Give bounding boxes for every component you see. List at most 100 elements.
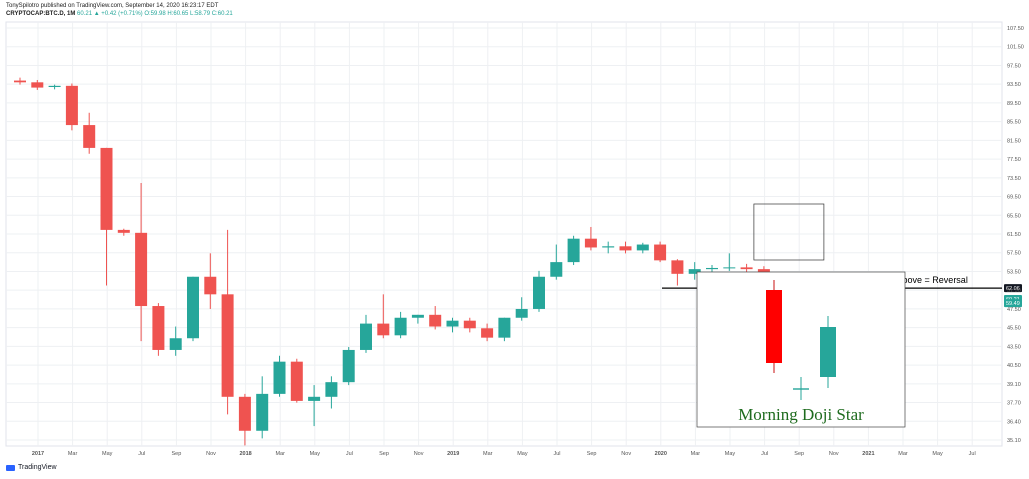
candle[interactable] [308, 385, 321, 427]
candle-body [394, 317, 407, 336]
x-tick-label: May [310, 451, 321, 457]
candle[interactable] [429, 306, 442, 330]
y-tick-label: 107.50 [1007, 26, 1024, 32]
price-label: 59.49 [1004, 299, 1022, 308]
candle-body [481, 328, 494, 338]
candle[interactable] [446, 317, 459, 333]
candle-body [152, 306, 165, 350]
candle[interactable] [342, 347, 355, 386]
candle[interactable] [671, 259, 684, 286]
candle[interactable] [14, 77, 26, 85]
price-label: 62.06 [1004, 284, 1022, 293]
candle-body [688, 269, 701, 274]
candles [14, 77, 805, 446]
x-tick-label: 2018 [239, 451, 251, 457]
candle[interactable] [65, 83, 78, 131]
svg-text:62.06: 62.06 [1006, 286, 1020, 292]
candle-body [567, 238, 580, 263]
candle-body [65, 85, 78, 126]
candle[interactable] [152, 303, 165, 356]
candle[interactable] [256, 376, 269, 439]
x-tick-label: 2017 [32, 451, 44, 457]
candle[interactable] [411, 314, 424, 324]
candle[interactable] [688, 262, 701, 280]
x-tick-label: Sep [587, 451, 597, 457]
candle[interactable] [533, 270, 545, 312]
y-tick-label: 37.70 [1007, 401, 1021, 407]
y-tick-label: 36.40 [1007, 419, 1021, 425]
x-tick-label: Nov [829, 451, 839, 457]
y-tick-label: 39.10 [1007, 382, 1021, 388]
candle[interactable] [481, 323, 494, 342]
candle[interactable] [584, 226, 597, 251]
x-tick-label: Mar [68, 451, 78, 457]
candle[interactable] [394, 311, 407, 339]
y-tick-label: 81.50 [1007, 138, 1021, 144]
candle[interactable] [636, 242, 649, 254]
candle-body [117, 229, 130, 233]
candle-body [360, 323, 372, 350]
tradingview-brand[interactable]: TradingView [6, 464, 57, 471]
candle[interactable] [135, 183, 148, 342]
candle-body [83, 125, 96, 148]
y-tick-label: 97.50 [1007, 63, 1021, 69]
candle[interactable] [602, 241, 615, 254]
x-tick-label: Mar [691, 451, 701, 457]
candle-body [515, 308, 528, 318]
candle[interactable] [31, 79, 44, 90]
candle[interactable] [238, 393, 251, 446]
candle[interactable] [567, 235, 580, 266]
candle-body [14, 80, 26, 83]
highlight-box [753, 203, 825, 261]
candle[interactable] [740, 263, 753, 273]
x-tick-label: Nov [414, 451, 424, 457]
candle-body [411, 314, 424, 318]
candle[interactable] [360, 314, 372, 353]
candle-body [256, 393, 269, 431]
candle[interactable] [100, 147, 113, 286]
publisher-line: TonySpilotro published on TradingView.co… [6, 3, 219, 9]
x-tick-label: May [517, 451, 528, 457]
candle-body [602, 246, 615, 248]
candle-body [221, 294, 234, 397]
candle[interactable] [204, 253, 217, 309]
candle-body [429, 314, 442, 327]
x-tick-label: 2021 [862, 451, 874, 457]
candle[interactable] [654, 241, 667, 263]
candle-body [238, 396, 251, 431]
candle[interactable] [83, 112, 96, 154]
candle[interactable] [290, 358, 303, 403]
x-tick-label: May [102, 451, 113, 457]
tradingview-logo-icon [6, 464, 15, 471]
x-tick-label: Mar [898, 451, 908, 457]
candle-body [290, 361, 303, 401]
candle[interactable] [221, 229, 234, 415]
candle-body [100, 147, 113, 230]
candle[interactable] [187, 276, 199, 342]
candle-body [636, 244, 649, 251]
candle[interactable] [169, 326, 182, 356]
x-tick-label: Mar [483, 451, 493, 457]
candle[interactable] [550, 244, 563, 280]
candle[interactable] [619, 241, 632, 254]
inset-bull-candle [820, 327, 836, 377]
candle[interactable] [325, 376, 338, 409]
y-tick-label: 53.50 [1007, 269, 1021, 275]
x-tick-label: 2019 [447, 451, 459, 457]
candle[interactable] [515, 297, 528, 321]
x-tick-label: Sep [794, 451, 804, 457]
svg-text:59.49: 59.49 [1006, 301, 1020, 307]
candle[interactable] [498, 317, 511, 342]
candle[interactable] [723, 253, 736, 271]
candle[interactable] [273, 355, 286, 397]
candle[interactable] [117, 228, 130, 236]
candle-body [550, 262, 563, 277]
candle[interactable] [377, 294, 390, 339]
candle-body [377, 323, 390, 336]
candle[interactable] [463, 317, 476, 333]
x-tick-label: Nov [206, 451, 216, 457]
last-price: 60.21 [77, 11, 93, 17]
ohlc-values: O:59.98 H:60.65 L:58.79 C:60.21 [144, 11, 233, 17]
candle[interactable] [48, 84, 61, 90]
